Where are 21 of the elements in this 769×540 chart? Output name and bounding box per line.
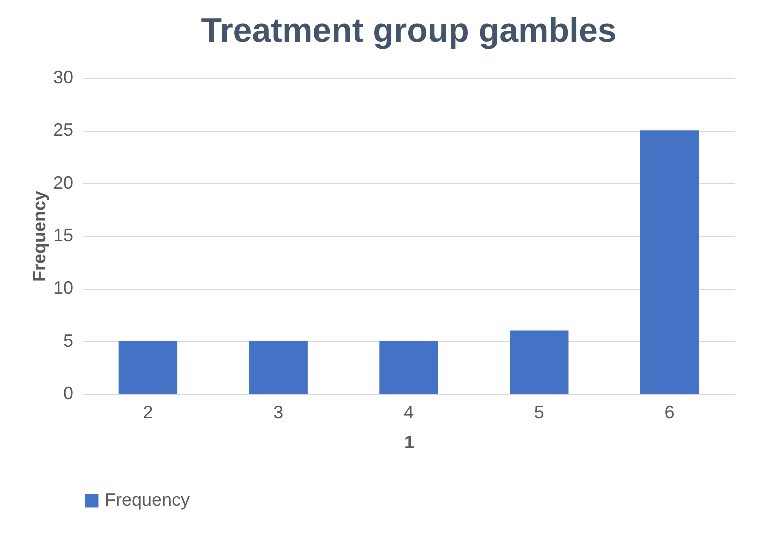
y-tick-label: 20 (53, 172, 74, 193)
x-tick-label: 6 (664, 402, 675, 422)
legend-label: Frequency (105, 490, 190, 510)
y-tick-label: 0 (63, 384, 74, 404)
x-axis-title: 1 (404, 432, 415, 452)
x-tick-label: 5 (534, 402, 544, 422)
y-tick-label: 15 (53, 226, 74, 246)
y-tick-label: 25 (53, 120, 74, 140)
bar (249, 341, 308, 394)
x-tick-label: 3 (274, 402, 284, 422)
bar (380, 341, 438, 394)
y-tick-label: 10 (53, 278, 74, 298)
chart-title: Treatment group gambles (201, 12, 617, 50)
x-tick-label: 2 (143, 402, 154, 422)
bar (510, 330, 569, 394)
bar (640, 130, 700, 394)
y-tick-label: 30 (53, 68, 74, 88)
bar (118, 341, 178, 394)
y-tick-label: 5 (63, 330, 74, 351)
y-axis-title: Frequency (29, 190, 50, 282)
x-tick-label: 4 (404, 402, 414, 422)
